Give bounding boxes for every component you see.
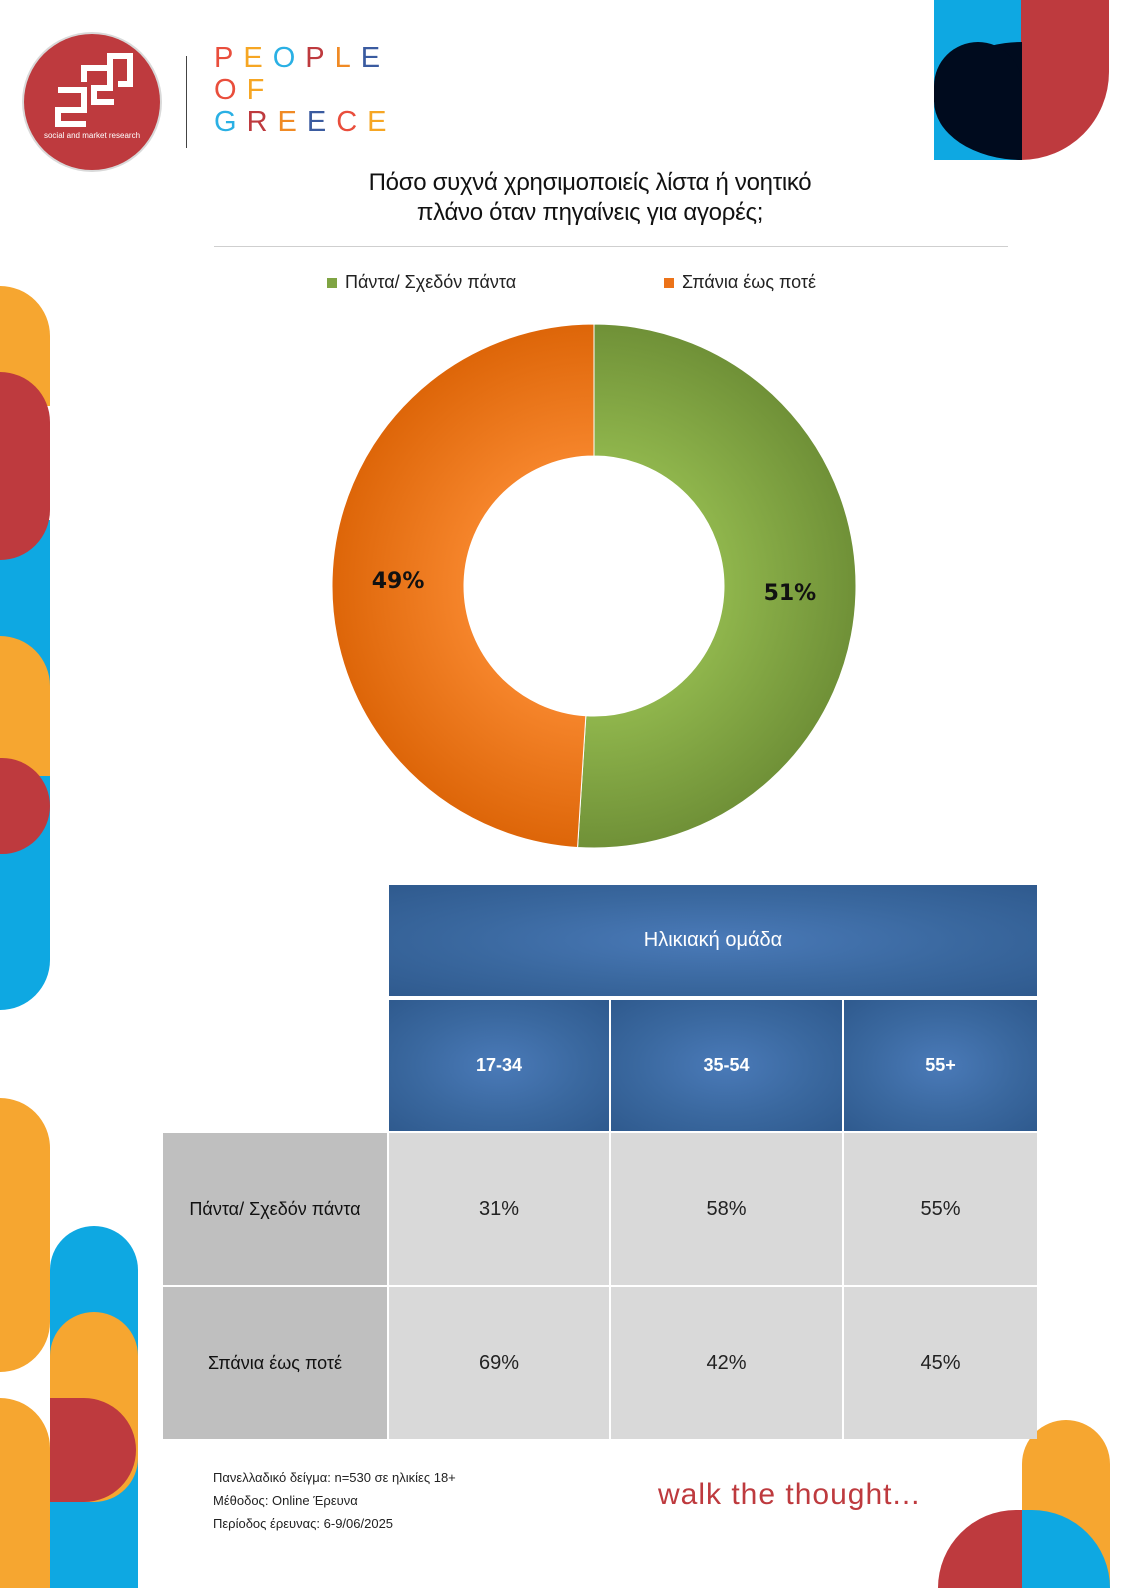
- decor-red-half-bottom-left: [50, 1398, 136, 1502]
- methodology-notes: Πανελλαδικό δείγμα: n=530 σε ηλικίες 18+…: [213, 1466, 456, 1535]
- brand-letter: O: [272, 42, 306, 74]
- period-note: Περίοδος έρευνας: 6-9/06/2025: [213, 1516, 394, 1531]
- slice-always: [577, 323, 857, 849]
- brand-letter: G: [214, 106, 247, 138]
- sample-note: Πανελλαδικό δείγμα: n=530 σε ηλικίες 18+: [213, 1470, 456, 1485]
- decor-red-quarter-bottom-right: [938, 1510, 1022, 1588]
- method-note: Μέθοδος: Online Έρευνα: [213, 1493, 358, 1508]
- logo-caption: social and market research: [43, 131, 141, 140]
- table-cell-value: 42%: [611, 1287, 842, 1439]
- table-cell-value: 45%: [844, 1287, 1037, 1439]
- chart-title-line-1: Πόσο συχνά χρησιμοποιείς λίστα ή νοητικό: [368, 169, 812, 196]
- legend-swatch-orange: [664, 277, 674, 288]
- brand-letter: C: [336, 106, 368, 138]
- company-logo: social and market research: [24, 34, 160, 170]
- table-column-header: 17-34: [389, 1000, 609, 1131]
- brand-letter: E: [306, 106, 337, 138]
- slice-rarely-label: 49%: [372, 569, 425, 594]
- table-cell-value: 58%: [611, 1133, 842, 1285]
- brand-letter: E: [360, 42, 391, 74]
- legend-swatch-green: [327, 277, 337, 288]
- decor-orange-quarter-bottom-left: [0, 1398, 50, 1588]
- legend-item-always: Πάντα/ Σχεδόν πάντα: [327, 272, 516, 293]
- slice-always-label: 51%: [764, 581, 817, 606]
- table-cell-value: 69%: [389, 1287, 609, 1439]
- brand-line-2: OF: [214, 74, 397, 106]
- chart-title-line-2: πλάνο όταν πηγαίνεις για αγορές;: [416, 199, 764, 226]
- table-column-header: 55+: [844, 1000, 1037, 1131]
- table-group-header: Ηλικιακή ομάδα: [389, 885, 1037, 996]
- decor-red-pill-left: [0, 372, 50, 560]
- brand-letter: E: [277, 106, 307, 138]
- table-column-header: 35-54: [611, 1000, 842, 1131]
- logo-divider: [186, 56, 187, 148]
- people-of-greece-logo: PEOPLE OF GREECE: [214, 42, 397, 138]
- brand-letter: P: [305, 42, 335, 74]
- legend-item-rarely: Σπάνια έως ποτέ: [664, 272, 816, 293]
- table-row-label: Σπάνια έως ποτέ: [163, 1287, 387, 1439]
- table-cell-value: 55%: [844, 1133, 1037, 1285]
- brand-letter: R: [246, 106, 278, 138]
- brand-letter: P: [214, 42, 244, 74]
- logo-mark-icon: [55, 53, 133, 127]
- title-divider: [214, 246, 1008, 247]
- legend-label-always: Πάντα/ Σχεδόν πάντα: [345, 272, 517, 292]
- slice-rarely: [331, 323, 595, 849]
- table-row-label: Πάντα/ Σχεδόν πάντα: [163, 1133, 387, 1285]
- table-cell-value: 31%: [389, 1133, 609, 1285]
- decor-orange-pill-left-bottom: [0, 1098, 50, 1372]
- brand-line-3: GREECE: [214, 106, 397, 138]
- chart-title: Πόσο συχνά χρησιμοποιείς λίστα ή νοητικό…: [240, 168, 940, 228]
- brand-letter: E: [367, 106, 397, 138]
- brand-letter: L: [334, 42, 361, 74]
- decor-orange-pill-left-mid: [0, 636, 50, 776]
- brand-letter: F: [246, 74, 275, 106]
- donut-chart: 51% 49%: [331, 323, 857, 849]
- brand-letter: O: [214, 74, 247, 106]
- legend-label-rarely: Σπάνια έως ποτέ: [682, 272, 817, 292]
- brand-line-1: PEOPLE: [214, 42, 397, 74]
- decor-red-block-top-right: [1021, 0, 1109, 160]
- brand-letter: E: [243, 42, 273, 74]
- tagline: walk the thought...: [658, 1478, 921, 1511]
